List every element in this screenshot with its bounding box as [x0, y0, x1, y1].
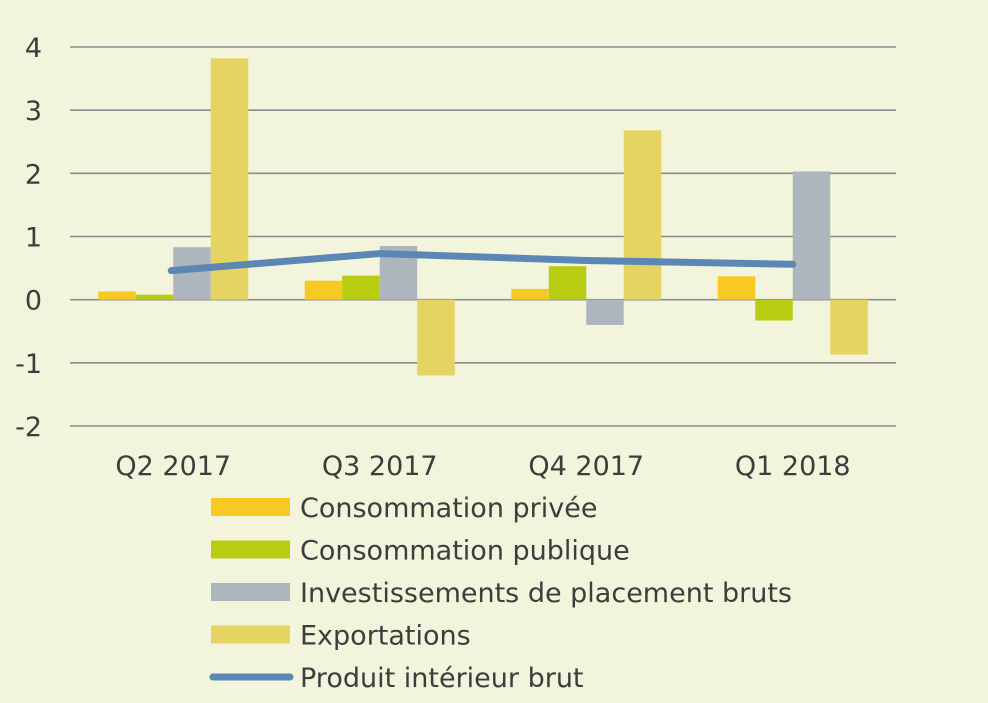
series-lines [167, 250, 797, 275]
bar [98, 291, 136, 300]
bar [173, 247, 211, 300]
y-tick-label: -2 [15, 412, 42, 443]
legend-label: Exportations [300, 621, 471, 652]
legend-swatch [211, 498, 290, 516]
x-tick-label: Q2 2017 [115, 451, 231, 482]
bar [342, 275, 380, 300]
y-tick-label: 1 [25, 223, 42, 254]
y-tick-label: 2 [25, 159, 42, 190]
bar [135, 294, 174, 300]
legend: Consommation privée Consommation publique… [209, 493, 792, 694]
x-tick-label: Q1 2018 [735, 451, 851, 482]
bar [210, 58, 249, 300]
bar [548, 266, 587, 300]
legend-label: Produit intérieur brut [300, 663, 584, 694]
y-tick-label: 0 [25, 286, 42, 317]
x-tick-label: Q4 2017 [528, 451, 644, 482]
legend-swatch [211, 583, 290, 601]
x-axis-categories: Q2 2017 Q3 2017 Q4 2017 Q1 2018 [115, 451, 850, 482]
bar [830, 299, 868, 355]
legend-swatch [211, 625, 290, 644]
bars [98, 58, 868, 376]
legend-label: Investissements de placement bruts [300, 578, 792, 609]
y-axis-ticks: 4 3 2 1 0 -1 -2 [15, 33, 42, 443]
y-tick-label: 4 [25, 33, 42, 64]
grid [70, 46, 896, 427]
bar [755, 299, 793, 321]
bar [304, 280, 343, 300]
line-series [167, 250, 797, 275]
legend-swatch [211, 540, 290, 559]
y-tick-label: 3 [25, 96, 42, 127]
legend-label: Consommation privée [300, 493, 597, 524]
bar [417, 299, 455, 376]
bar [511, 288, 549, 300]
bar [717, 276, 756, 300]
x-tick-label: Q3 2017 [322, 451, 438, 482]
bar [623, 130, 662, 300]
bar [586, 299, 624, 325]
legend-label: Consommation publique [300, 536, 630, 567]
bar [792, 171, 831, 300]
y-tick-label: -1 [15, 349, 42, 380]
